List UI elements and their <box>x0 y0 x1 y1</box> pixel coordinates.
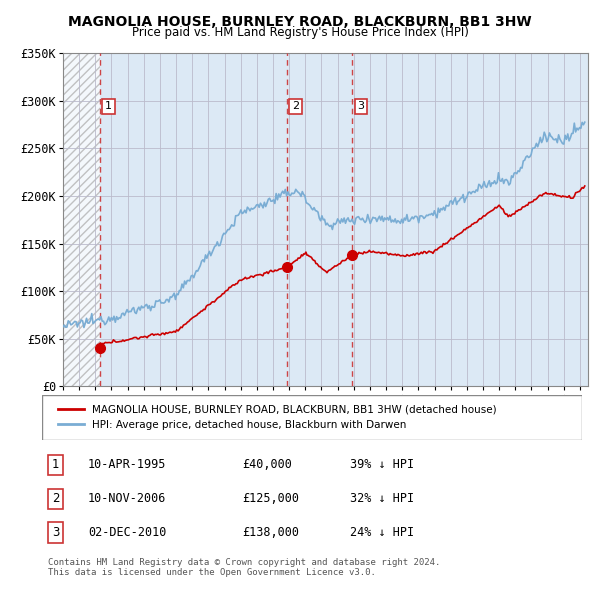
Text: 10-NOV-2006: 10-NOV-2006 <box>88 492 166 505</box>
Text: 2: 2 <box>292 101 299 112</box>
Text: 32% ↓ HPI: 32% ↓ HPI <box>350 492 414 505</box>
Text: £40,000: £40,000 <box>242 458 292 471</box>
Text: 02-DEC-2010: 02-DEC-2010 <box>88 526 166 539</box>
Text: Contains HM Land Registry data © Crown copyright and database right 2024.: Contains HM Land Registry data © Crown c… <box>48 558 440 566</box>
Text: This data is licensed under the Open Government Licence v3.0.: This data is licensed under the Open Gov… <box>48 568 376 576</box>
Legend: MAGNOLIA HOUSE, BURNLEY ROAD, BLACKBURN, BB1 3HW (detached house), HPI: Average : MAGNOLIA HOUSE, BURNLEY ROAD, BLACKBURN,… <box>53 399 502 435</box>
Text: MAGNOLIA HOUSE, BURNLEY ROAD, BLACKBURN, BB1 3HW: MAGNOLIA HOUSE, BURNLEY ROAD, BLACKBURN,… <box>68 15 532 29</box>
Text: 1: 1 <box>52 458 59 471</box>
Text: 10-APR-1995: 10-APR-1995 <box>88 458 166 471</box>
Text: £138,000: £138,000 <box>242 526 299 539</box>
Text: 2: 2 <box>52 492 59 505</box>
Text: 3: 3 <box>358 101 364 112</box>
Text: 1: 1 <box>105 101 112 112</box>
Text: £125,000: £125,000 <box>242 492 299 505</box>
Text: Price paid vs. HM Land Registry's House Price Index (HPI): Price paid vs. HM Land Registry's House … <box>131 26 469 39</box>
Text: 39% ↓ HPI: 39% ↓ HPI <box>350 458 414 471</box>
Text: 3: 3 <box>52 526 59 539</box>
Text: 24% ↓ HPI: 24% ↓ HPI <box>350 526 414 539</box>
